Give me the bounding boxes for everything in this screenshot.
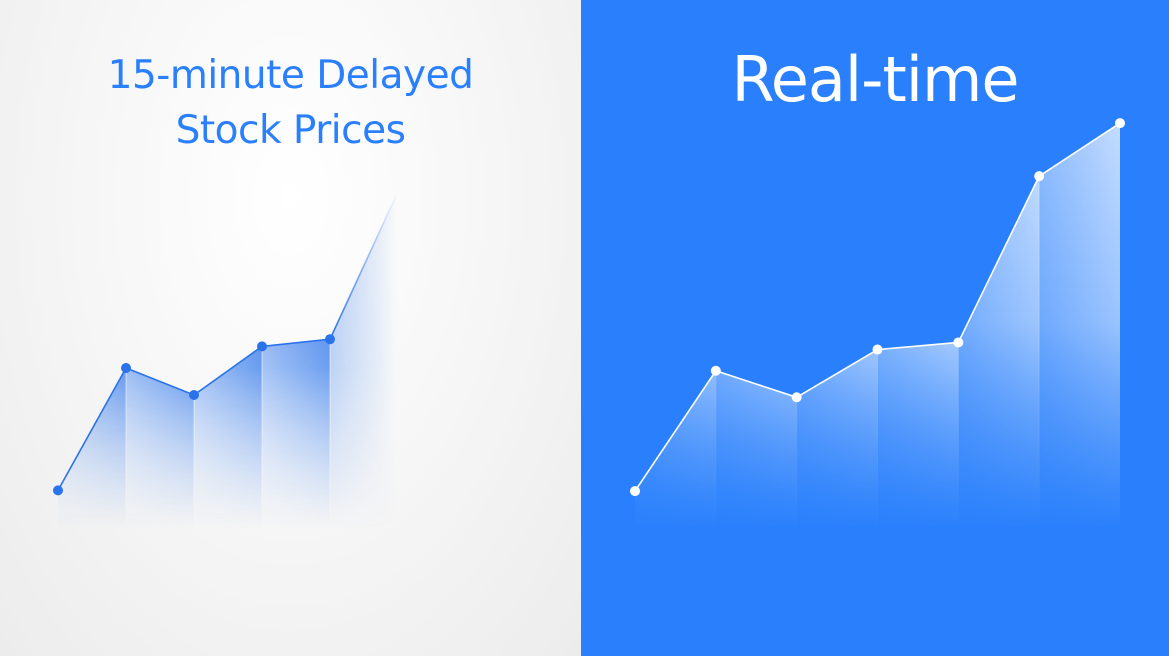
area-column xyxy=(262,339,330,530)
area-column xyxy=(194,346,262,530)
data-point xyxy=(53,485,63,496)
data-point xyxy=(791,392,802,403)
delayed-prices-title: 15-minute Delayed Stock Prices xyxy=(0,48,581,158)
series-line-segment xyxy=(1038,122,1121,177)
data-point xyxy=(710,365,721,376)
area-column xyxy=(715,370,797,530)
area-column xyxy=(635,370,716,530)
area-column xyxy=(796,349,878,530)
series-line-segment xyxy=(125,367,195,396)
data-point xyxy=(121,363,131,373)
realtime-panel: Real-time xyxy=(581,0,1169,656)
series-line-segment xyxy=(329,190,399,341)
data-point xyxy=(189,390,199,400)
data-point xyxy=(257,341,267,352)
chart-area-group xyxy=(635,123,1120,531)
series-line-segment xyxy=(261,338,331,348)
data-point xyxy=(953,337,964,348)
series-line-segment xyxy=(876,341,960,351)
data-point xyxy=(1115,118,1125,129)
area-column xyxy=(126,368,194,530)
series-line-segment xyxy=(957,175,1040,344)
data-point xyxy=(1034,171,1045,182)
realtime-price-chart xyxy=(630,118,1125,531)
series-line-segment xyxy=(57,367,127,492)
delayed-price-chart xyxy=(53,190,399,530)
data-point xyxy=(325,334,335,345)
area-column xyxy=(958,176,1040,530)
area-column xyxy=(330,191,398,530)
chart-area-group xyxy=(58,191,398,530)
series-line-segment xyxy=(715,369,798,399)
delayed-title-line-1: 15-minute Delayed xyxy=(107,53,474,98)
delayed-prices-panel: 15-minute Delayed Stock Prices xyxy=(0,0,581,656)
area-column xyxy=(1039,123,1120,531)
area-column xyxy=(877,342,959,530)
series-line-segment xyxy=(795,348,879,399)
realtime-title: Real-time xyxy=(731,43,1019,116)
series-line-segment xyxy=(634,369,717,492)
area-column xyxy=(58,368,126,530)
delayed-title-line-2: Stock Prices xyxy=(175,108,406,153)
data-point xyxy=(630,486,640,497)
series-line-segment xyxy=(193,345,263,396)
data-point xyxy=(872,344,883,355)
